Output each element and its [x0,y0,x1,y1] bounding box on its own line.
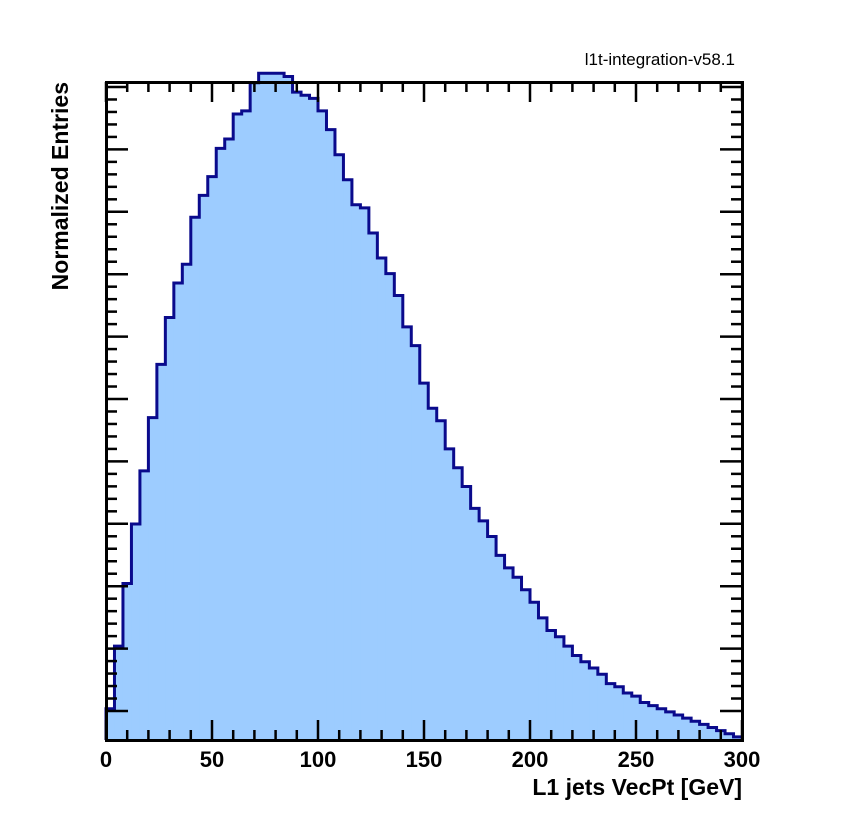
histogram-bin [606,683,616,740]
x-tick-labels: 0 50 100 150 200 250 300 [100,747,760,772]
histogram-bars [106,73,743,741]
histogram-bin [377,257,387,740]
histogram-bin [233,114,243,740]
histogram-bin [597,674,607,740]
histogram-bin [555,636,565,740]
histogram-bin [156,364,166,740]
histogram-bin [563,646,573,740]
histogram-bin [148,417,158,740]
histogram-bin [411,345,421,740]
histogram-bin [326,129,336,740]
histogram-bin [428,408,438,740]
histogram-bin [580,661,590,740]
histogram-bin [267,73,277,740]
histogram-bin [284,76,294,740]
histogram-bin [572,655,582,740]
histogram-bin [394,295,404,740]
histogram-bin [631,696,641,740]
histogram-bin [131,524,141,740]
x-tick-label: 300 [724,747,761,772]
histogram-bin [648,705,658,740]
histogram-bin [445,448,455,740]
histogram-bin [258,73,268,740]
histogram-bin [241,110,251,741]
y-axis-ticks [106,85,742,713]
histogram-bin [122,583,133,740]
x-tick-label: 150 [406,747,443,772]
x-tick-label: 50 [200,747,224,772]
histogram-bin [318,110,328,741]
histogram-bin [419,383,429,740]
histogram-bin [114,646,124,740]
histogram-bin [699,724,709,740]
histogram-bin [674,714,684,740]
histogram-bin [165,317,175,740]
version-tag: l1t-integration-v58.1 [585,50,735,69]
x-tick-label: 200 [512,747,549,772]
histogram-bin [538,617,548,740]
x-axis-ticks [104,82,744,740]
histogram-bin [462,486,472,740]
histogram-bin [546,630,557,740]
x-tick-label: 0 [100,747,112,772]
x-tick-label: 100 [300,747,337,772]
histogram-bin [453,467,463,740]
histogram-bin [521,589,531,740]
histogram-bin [487,536,497,740]
histogram-bin [224,139,234,741]
histogram-bin [657,708,667,740]
histogram-bin [199,195,209,740]
histogram-bin [665,711,675,740]
histogram-bin [360,207,370,740]
histogram-bin [504,567,514,740]
histogram-bin [216,148,226,740]
histogram-bin [436,420,446,740]
histogram-bin [275,73,285,740]
histogram-bin [334,154,345,740]
histogram-bin [640,702,650,740]
histogram-bin [343,179,353,741]
histogram-bin [139,470,149,740]
histogram-bin [691,721,701,740]
y-axis-title: Normalized Entries [47,82,73,290]
histogram-bin [682,718,692,740]
histogram-bin [589,668,599,740]
histogram-bin [402,326,412,740]
histogram-bin [309,98,319,741]
histogram-bin [733,736,743,740]
histogram-bin [207,176,217,741]
histogram-bin [623,693,633,740]
histogram-bin [614,686,624,740]
histogram-bin [292,92,302,741]
histogram-bin [301,95,311,741]
histogram-bin [173,283,183,740]
histogram-bin [496,555,506,740]
histogram-bin [182,264,192,740]
histogram-bin [368,232,378,740]
histogram-bin [190,217,200,741]
histogram-bin [725,733,735,740]
histogram-bin [708,727,718,740]
histogram-bin [385,273,395,740]
histogram-outline [104,71,742,740]
histogram-bin [470,508,480,740]
histogram-bin [513,577,523,740]
x-axis-title: L1 jets VecPt [GeV] [532,774,742,800]
histogram-bin [106,708,116,740]
histogram-bin [530,602,540,740]
histogram-bin [250,82,260,740]
histogram-bin [351,204,361,740]
x-tick-label: 250 [618,747,655,772]
histogram-bin [479,520,489,740]
